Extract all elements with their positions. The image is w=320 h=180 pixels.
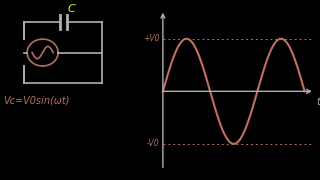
Text: C: C bbox=[67, 4, 75, 14]
Text: +V0: +V0 bbox=[143, 34, 160, 43]
Text: t: t bbox=[316, 97, 320, 107]
Text: -V0: -V0 bbox=[147, 139, 160, 148]
Text: Vc=V0sin(ωt): Vc=V0sin(ωt) bbox=[3, 96, 70, 106]
